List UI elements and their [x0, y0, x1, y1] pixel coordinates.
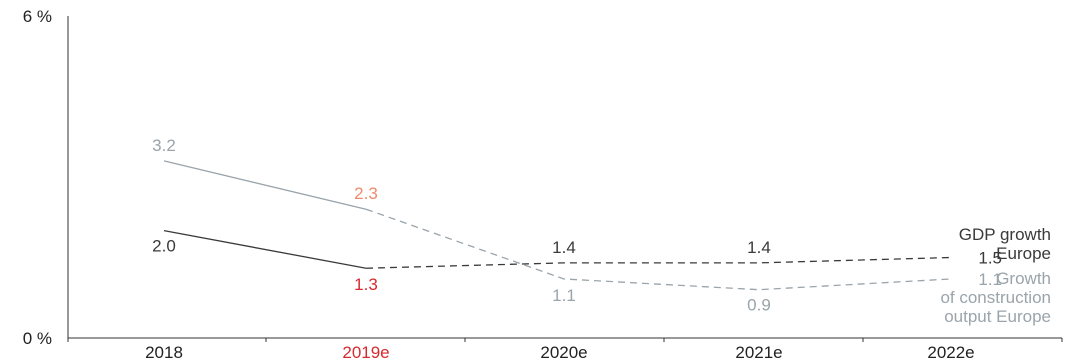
- series-name-line: Growth: [996, 269, 1051, 288]
- y-tick-label: 0 %: [23, 329, 52, 348]
- x-tick-label: 2020e: [540, 343, 587, 362]
- series-name-line: of construction: [940, 288, 1051, 307]
- x-tick-label: 2018: [145, 343, 183, 362]
- data-label: 2.0: [152, 237, 176, 256]
- data-label: 1.4: [552, 238, 576, 257]
- data-label: 1.4: [747, 238, 771, 257]
- data-label: 1.1: [978, 270, 1002, 289]
- series-labels: GDP growth Europe Growth of construction out…: [940, 225, 1051, 326]
- x-tick-label: 2019e: [342, 343, 389, 362]
- series-name-construction: Growth of construction output Europe: [940, 269, 1051, 326]
- series-name-line: output Europe: [944, 307, 1051, 326]
- series-name-line: GDP growth: [959, 225, 1051, 244]
- data-label: 3.2: [152, 136, 176, 155]
- x-tick-label: 2022e: [927, 343, 974, 362]
- series-1-line-actual: [163, 160, 367, 210]
- y-tick-label: 6 %: [23, 7, 52, 26]
- series-1-line-forecast: [365, 208, 952, 291]
- data-label: 1.5: [978, 249, 1002, 268]
- data-label: 0.9: [747, 296, 771, 315]
- series-lines: [163, 160, 952, 291]
- data-label: 2.3: [354, 184, 378, 203]
- axes: 0 % 6 % 2018 2019e 2020e 2021e 2022e: [23, 7, 1063, 362]
- series-0-line-forecast: [365, 256, 952, 269]
- x-tick-label: 2021e: [735, 343, 782, 362]
- data-label: 1.3: [354, 275, 378, 294]
- data-label: 1.1: [552, 286, 576, 305]
- series-name-gdp: GDP growth Europe: [959, 225, 1051, 263]
- data-labels: 2.0 1.3 1.4 1.4 1.5 3.2 2.3 1.1 0.9 1.1: [152, 136, 1002, 315]
- series-0-line-actual: [163, 230, 367, 269]
- series-name-line: Europe: [996, 244, 1051, 263]
